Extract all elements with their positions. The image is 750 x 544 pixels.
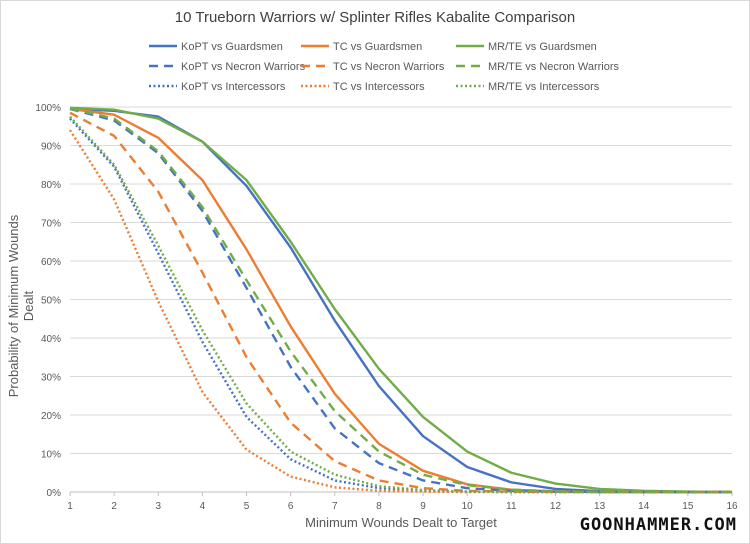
y-tick-label: 100% xyxy=(35,103,61,114)
legend-label: KoPT vs Intercessors xyxy=(181,81,286,93)
legend-label: TC vs Guardsmen xyxy=(333,41,422,53)
x-tick-label: 15 xyxy=(682,501,694,512)
y-axis-title: Probability of Minimum Wounds Dealt xyxy=(6,214,36,398)
legend-label: MR/TE vs Intercessors xyxy=(488,81,600,93)
series-line-tc-vs-necron-warriors xyxy=(69,111,732,494)
series-line-kopt-vs-guardsmen xyxy=(69,107,732,494)
legend-label: MR/TE vs Guardsmen xyxy=(488,41,597,53)
y-tick-label: 60% xyxy=(41,257,61,268)
x-axis-title: Minimum Wounds Dealt to Target xyxy=(305,515,497,530)
x-tick-label: 8 xyxy=(376,501,382,512)
series-line-tc-vs-intercessors xyxy=(68,129,732,494)
series-line-kopt-vs-necron-warriors xyxy=(69,107,732,494)
y-tick-label: 90% xyxy=(41,142,61,153)
legend-label: MR/TE vs Necron Warriors xyxy=(488,61,619,73)
y-tick-label: 10% xyxy=(41,450,61,461)
x-tick-label: 14 xyxy=(638,501,650,512)
y-tick-label: 80% xyxy=(41,180,61,191)
x-tick-label: 5 xyxy=(244,501,250,512)
x-tick-label: 12 xyxy=(550,501,562,512)
x-tick-label: 7 xyxy=(332,501,338,512)
x-tick-label: 1 xyxy=(67,501,73,512)
legend-label: KoPT vs Guardsmen xyxy=(181,41,283,53)
x-tick-label: 10 xyxy=(462,501,474,512)
x-tick-label: 9 xyxy=(420,501,426,512)
watermark-text: GOONHAMMER.COM xyxy=(579,515,737,535)
x-tick-label: 6 xyxy=(288,501,294,512)
y-tick-label: 0% xyxy=(47,488,62,499)
y-tick-label: 30% xyxy=(41,373,61,384)
x-tick-label: 2 xyxy=(111,501,117,512)
series-line-mr-te-vs-guardsmen xyxy=(69,106,733,494)
y-tick-label: 70% xyxy=(41,219,61,230)
y-tick-label: 20% xyxy=(41,411,61,422)
y-tick-label: 50% xyxy=(41,296,61,307)
legend-label: KoPT vs Necron Warriors xyxy=(181,61,306,73)
x-tick-label: 3 xyxy=(155,501,161,512)
x-tick-label: 13 xyxy=(594,501,606,512)
x-tick-label: 11 xyxy=(506,501,517,512)
x-tick-label: 4 xyxy=(200,501,206,512)
series-line-mr-te-vs-intercessors xyxy=(69,115,732,494)
y-tick-label: 40% xyxy=(41,334,61,345)
series-line-mr-te-vs-necron-warriors xyxy=(69,107,732,494)
series-line-kopt-vs-intercessors xyxy=(69,117,732,494)
legend-label: TC vs Necron Warriors xyxy=(333,61,445,73)
series-line-tc-vs-guardsmen xyxy=(69,107,732,494)
x-tick-label: 16 xyxy=(726,501,738,512)
chart-title: 10 Trueborn Warriors w/ Splinter Rifles … xyxy=(174,9,576,26)
legend-label: TC vs Intercessors xyxy=(333,81,425,93)
